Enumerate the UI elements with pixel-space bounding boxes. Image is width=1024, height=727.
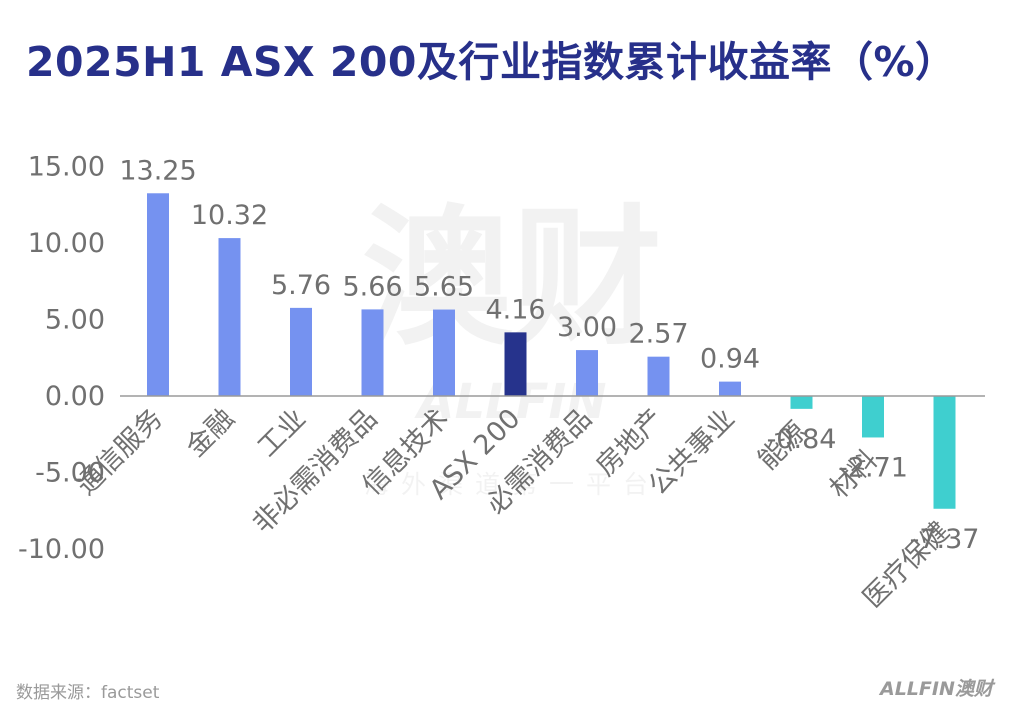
source-note: 数据来源：factset: [16, 683, 160, 703]
bar: [576, 350, 598, 396]
category-label: 医疗保健: [857, 516, 955, 614]
y-tick-label: 5.00: [45, 305, 105, 336]
brand-logo: ALLFIN澳财: [880, 678, 993, 700]
category-label: 通信服务: [71, 403, 169, 501]
y-axis: 15.00 10.00 5.00 0.00 -5.00 -10.00: [18, 152, 105, 566]
data-label: 4.16: [485, 294, 545, 325]
data-label: 5.66: [342, 271, 402, 302]
bar: [933, 396, 956, 509]
category-label: 工业: [252, 403, 312, 463]
data-label: 2.57: [628, 319, 688, 350]
bar: [862, 396, 884, 438]
data-label: 3.00: [557, 312, 617, 343]
data-label: 13.25: [119, 155, 196, 186]
bar: [504, 332, 527, 396]
y-tick-label: -10.00: [18, 534, 105, 565]
data-label: 5.65: [414, 272, 474, 303]
bar: [290, 307, 312, 396]
y-tick-label: 0.00: [45, 381, 105, 412]
data-label: 5.76: [271, 270, 331, 301]
bars: [147, 193, 956, 509]
data-label: -7.37: [910, 524, 980, 555]
chart-title: 2025H1 ASX 200及行业指数累计收益率（%）: [26, 38, 957, 86]
bar: [433, 309, 455, 396]
value-labels: 13.25 10.32 5.76 5.66 5.65 4.16 3.00 2.57 0.94 -0…: [119, 155, 979, 554]
data-label: 10.32: [191, 200, 268, 231]
bar: [147, 193, 169, 396]
bar: [719, 381, 741, 396]
data-label: -0.84: [767, 424, 837, 455]
y-tick-label: 15.00: [28, 152, 105, 183]
data-label: 0.94: [700, 344, 760, 375]
bar: [790, 396, 813, 409]
y-tick-label: -5.00: [35, 458, 105, 489]
y-tick-label: 10.00: [28, 228, 105, 259]
data-label: -2.71: [838, 452, 908, 483]
category-label: 非必需消费品: [247, 403, 383, 539]
bar: [361, 309, 384, 396]
category-label: 金融: [180, 403, 240, 463]
bar: [647, 356, 670, 396]
bar: [218, 238, 241, 396]
